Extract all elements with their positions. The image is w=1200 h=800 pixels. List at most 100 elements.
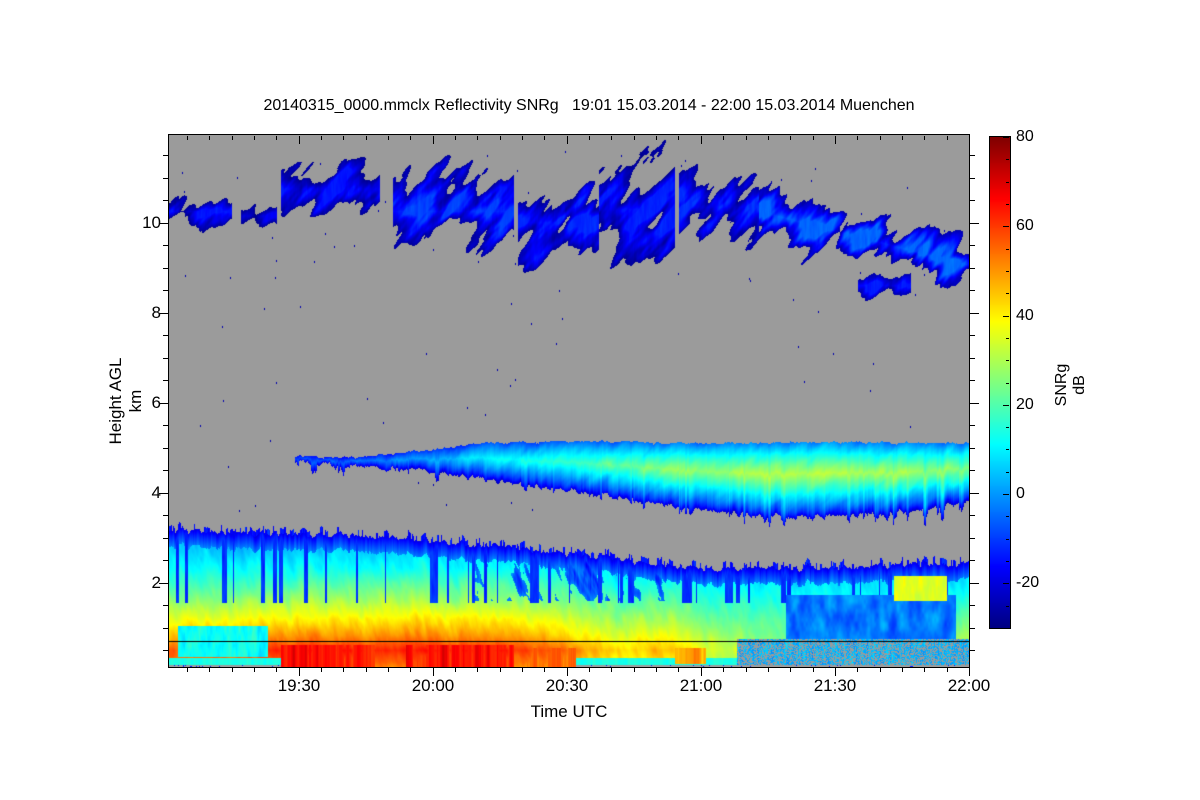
colorbar-tick-label: 40	[1016, 307, 1034, 324]
colorbar-tick-label: 60	[1016, 217, 1034, 234]
x-minor-tick	[813, 136, 814, 140]
x-minor-tick	[656, 668, 657, 672]
x-minor-tick	[500, 668, 501, 672]
x-minor-tick	[343, 136, 344, 140]
colorbar-tick-label: -20	[1016, 574, 1040, 591]
x-minor-tick	[388, 668, 389, 672]
y-tick-label: 6	[151, 393, 161, 412]
y-major-tick	[970, 403, 979, 404]
y-minor-tick	[163, 335, 168, 336]
colorbar-minor-tick	[1006, 449, 1009, 450]
y-minor-tick	[163, 245, 168, 246]
colorbar-minor-tick	[1006, 606, 1009, 607]
colorbar-minor-tick	[1006, 159, 1009, 160]
y-minor-tick	[970, 200, 975, 201]
x-minor-tick	[924, 136, 925, 140]
x-minor-tick	[276, 136, 277, 140]
y-minor-tick	[970, 155, 975, 156]
y-major-tick	[970, 313, 979, 314]
x-major-tick	[835, 668, 836, 676]
x-minor-tick	[790, 668, 791, 672]
x-minor-tick	[902, 136, 903, 140]
y-minor-tick	[970, 605, 975, 606]
y-minor-tick	[970, 290, 975, 291]
y-major-tick	[159, 403, 168, 404]
x-minor-tick	[790, 136, 791, 140]
x-minor-tick	[410, 136, 411, 140]
y-major-tick	[159, 223, 168, 224]
colorbar-major-tick	[1003, 137, 1009, 138]
colorbar-tick-label: 20	[1016, 396, 1034, 413]
x-minor-tick	[500, 136, 501, 140]
x-minor-tick	[678, 668, 679, 672]
plot-frame	[168, 134, 970, 668]
x-minor-tick	[455, 136, 456, 140]
y-minor-tick	[970, 650, 975, 651]
x-minor-tick	[813, 668, 814, 672]
y-tick-label: 8	[151, 303, 161, 322]
x-minor-tick	[522, 136, 523, 140]
heatmap-canvas	[169, 135, 969, 667]
x-major-tick	[835, 136, 836, 144]
x-major-tick	[567, 668, 568, 676]
x-minor-tick	[924, 668, 925, 672]
y-minor-tick	[163, 628, 168, 629]
x-minor-tick	[187, 668, 188, 672]
colorbar-minor-tick	[1006, 472, 1009, 473]
x-minor-tick	[544, 136, 545, 140]
colorbar-minor-tick	[1006, 516, 1009, 517]
x-major-tick	[701, 136, 702, 144]
x-minor-tick	[544, 668, 545, 672]
y-tick-label: 4	[151, 483, 161, 502]
x-minor-tick	[723, 668, 724, 672]
x-minor-tick	[611, 136, 612, 140]
y-major-tick	[159, 583, 168, 584]
y-minor-tick	[970, 358, 975, 359]
x-minor-tick	[857, 668, 858, 672]
colorbar-minor-tick	[1006, 427, 1009, 428]
colorbar-minor-tick	[1006, 338, 1009, 339]
x-minor-tick	[634, 136, 635, 140]
x-minor-tick	[455, 668, 456, 672]
x-minor-tick	[209, 668, 210, 672]
colorbar-tick-label: 0	[1016, 485, 1025, 502]
y-minor-tick	[970, 628, 975, 629]
colorbar-minor-tick	[1006, 204, 1009, 205]
colorbar-major-tick	[1003, 226, 1009, 227]
y-minor-tick	[970, 335, 975, 336]
x-minor-tick	[656, 136, 657, 140]
x-tick-label: 21:30	[813, 676, 857, 695]
y-major-tick	[159, 493, 168, 494]
x-minor-tick	[947, 136, 948, 140]
colorbar-minor-tick	[1006, 360, 1009, 361]
colorbar-minor-tick	[1006, 561, 1009, 562]
x-major-tick	[567, 136, 568, 144]
x-tick-label: 20:30	[545, 676, 589, 695]
x-minor-tick	[477, 668, 478, 672]
x-minor-tick	[388, 136, 389, 140]
y-minor-tick	[163, 290, 168, 291]
x-minor-tick	[634, 668, 635, 672]
colorbar-canvas	[990, 137, 1010, 628]
colorbar-minor-tick	[1006, 249, 1009, 250]
colorbar-title: SNRg dB	[1053, 363, 1088, 407]
x-minor-tick	[254, 136, 255, 140]
y-minor-tick	[970, 560, 975, 561]
y-minor-tick	[163, 178, 168, 179]
x-major-tick	[299, 136, 300, 144]
colorbar-tick-label: 80	[1016, 128, 1034, 145]
y-minor-tick	[163, 425, 168, 426]
x-minor-tick	[321, 136, 322, 140]
x-major-tick	[299, 668, 300, 676]
y-axis-title: Height AGL km	[106, 357, 145, 445]
x-minor-tick	[880, 136, 881, 140]
y-major-tick	[970, 583, 979, 584]
y-minor-tick	[163, 470, 168, 471]
x-minor-tick	[880, 668, 881, 672]
x-minor-tick	[343, 668, 344, 672]
x-major-tick	[969, 136, 970, 144]
x-minor-tick	[746, 136, 747, 140]
x-minor-tick	[366, 136, 367, 140]
x-tick-label: 20:00	[411, 676, 455, 695]
